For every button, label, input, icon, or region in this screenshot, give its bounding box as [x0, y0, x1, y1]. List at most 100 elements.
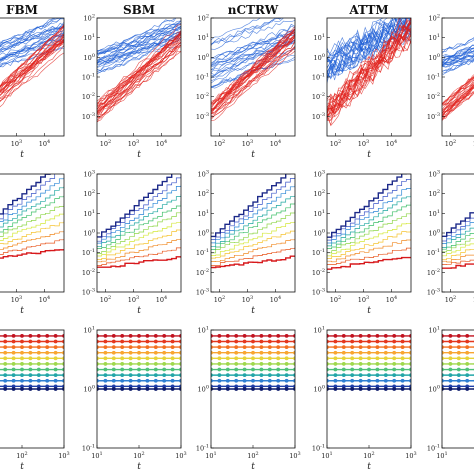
trajectory-line: [97, 24, 181, 52]
x-tick-label: 101: [205, 451, 216, 460]
x-tick-label: 102: [247, 451, 258, 460]
level-marker: [36, 362, 41, 366]
panel-r3-c2: 10-1 100 101 101 102 103 t: [82, 326, 187, 473]
series-line: [97, 174, 181, 242]
trajectory-line: [0, 27, 64, 50]
level-marker: [103, 373, 108, 378]
y-tick-label: 101: [198, 33, 209, 42]
trajectory-line: [0, 34, 64, 90]
level-marker: [162, 334, 167, 338]
level-marker: [225, 387, 230, 391]
level-marker: [53, 367, 58, 372]
level-marker: [465, 350, 470, 355]
level-marker: [293, 339, 295, 344]
trajectory-line: [0, 35, 64, 62]
level-marker: [267, 345, 272, 350]
level-marker: [392, 384, 397, 389]
x-tick-label: 103: [242, 295, 253, 304]
level-marker: [358, 362, 363, 366]
trajectory-line: [0, 18, 59, 47]
level-marker: [259, 345, 264, 350]
level-marker: [375, 373, 380, 378]
level-marker: [45, 339, 50, 344]
x-tick-label: 103: [128, 295, 139, 304]
trajectory-line: [211, 37, 295, 108]
level-marker: [179, 339, 181, 344]
level-marker: [284, 373, 289, 378]
trajectory-line: [0, 25, 64, 48]
level-marker: [211, 339, 213, 344]
level-marker: [28, 367, 33, 372]
trajectory-line: [327, 41, 411, 117]
trajectory-line: [442, 58, 474, 68]
series-line: [211, 176, 295, 240]
level-marker: [465, 387, 470, 391]
level-marker: [103, 339, 108, 344]
level-marker: [259, 356, 264, 361]
level-marker: [234, 387, 239, 391]
y-tick-label: 10-1: [196, 248, 209, 257]
x-tick-label: 104: [39, 139, 50, 148]
level-marker: [20, 384, 24, 389]
level-marker: [409, 373, 411, 378]
trajectory-line: [442, 44, 474, 61]
level-marker: [383, 384, 388, 389]
level-marker: [153, 339, 158, 344]
level-marker: [465, 362, 470, 366]
y-tick-label: 10-1: [427, 73, 440, 82]
series-line: [211, 239, 295, 262]
level-marker: [350, 387, 355, 391]
level-marker: [97, 350, 99, 355]
level-marker: [225, 373, 230, 378]
level-marker: [36, 350, 41, 355]
level-marker: [234, 356, 239, 361]
level-marker: [97, 356, 99, 361]
y-tick-label: 10-3: [312, 288, 325, 297]
level-marker: [211, 373, 213, 378]
level-marker: [225, 367, 230, 372]
level-marker: [120, 373, 125, 378]
level-marker: [120, 339, 125, 344]
series-line: [442, 222, 474, 244]
trajectory-line: [0, 34, 64, 92]
level-marker: [276, 373, 281, 378]
level-marker: [53, 356, 58, 361]
level-marker: [62, 378, 64, 383]
trajectory-line: [211, 40, 295, 84]
trajectory-line: [442, 91, 474, 118]
level-marker: [11, 378, 16, 383]
trajectory-line: [442, 84, 474, 114]
level-marker: [45, 345, 50, 350]
trajectory-line: [442, 60, 474, 76]
y-tick-label: 101: [84, 33, 95, 42]
level-marker: [137, 362, 141, 366]
level-marker: [11, 356, 16, 361]
series-line: [327, 247, 411, 265]
trajectory-line: [442, 48, 474, 63]
level-marker: [341, 367, 346, 372]
trajectory-line: [0, 18, 54, 44]
level-marker: [350, 334, 355, 338]
level-marker: [103, 378, 108, 383]
level-marker: [448, 350, 453, 355]
series-line: [97, 256, 181, 268]
level-marker: [97, 378, 99, 383]
level-marker: [45, 378, 50, 383]
y-tick-label: 100: [429, 53, 440, 62]
y-tick-label: 100: [314, 385, 325, 394]
y-tick-label: 103: [314, 170, 325, 179]
trajectory-line: [0, 43, 64, 96]
x-tick-label: 103: [358, 295, 369, 304]
x-axis-label: t: [137, 462, 141, 472]
level-marker: [103, 345, 108, 350]
series-line: [0, 186, 64, 228]
level-marker: [170, 339, 175, 344]
series-line: [0, 174, 51, 215]
level-marker: [267, 362, 272, 366]
level-marker: [170, 362, 175, 366]
trajectory-line: [442, 55, 474, 65]
level-marker: [225, 362, 230, 366]
level-marker: [3, 387, 8, 391]
level-marker: [162, 339, 167, 344]
level-marker: [20, 378, 24, 383]
